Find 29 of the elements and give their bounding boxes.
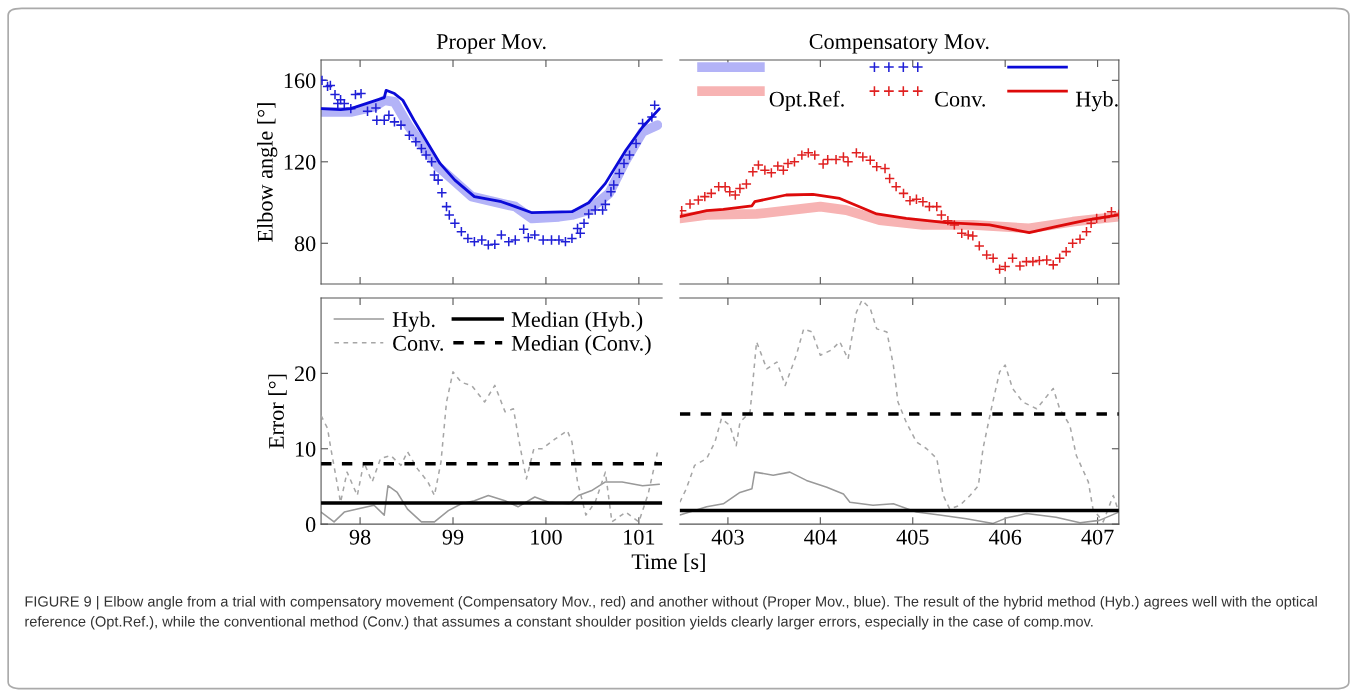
chart-title: Compensatory Mov. bbox=[809, 34, 989, 54]
legend-label: Conv. bbox=[935, 91, 985, 107]
caption: FIGURE 9 | Elbow angle from a trial with compensatory movement (Compensatory Mov., red) and another without (Proper Mov., blue). The result of the hybrid method (Hyb.) agrees well with the optical reference (Opt.Ref.), while the conventional method (Conv.) that assumes a constant shoulder position yields clearly larger errors, especially in the case of comp.mov. bbox=[25, 595, 1317, 630]
x-tick-label: 407 bbox=[1081, 529, 1114, 545]
y-tick-label: 120 bbox=[284, 154, 316, 170]
x-tick-label: 98 bbox=[349, 529, 371, 545]
y-tick-label: 0 bbox=[305, 517, 316, 533]
legend-label: Opt.Ref. bbox=[769, 90, 844, 112]
x-tick-label: 406 bbox=[988, 529, 1022, 545]
legend-label: Hyb. bbox=[1075, 90, 1118, 112]
y-axis-title: Error [°] bbox=[268, 374, 287, 449]
legend-label: Hyb. bbox=[392, 311, 435, 332]
line-series bbox=[321, 371, 659, 523]
y-tick-label: 10 bbox=[295, 441, 316, 457]
y-tick-label: 160 bbox=[284, 73, 316, 89]
x-tick-label: 403 bbox=[711, 529, 744, 545]
y-tick-label: 80 bbox=[294, 236, 316, 252]
y-axis-title: Elbow angle [°] bbox=[257, 103, 278, 242]
x-tick-label: 99 bbox=[442, 529, 464, 545]
x-tick-label: 404 bbox=[804, 529, 837, 545]
legend-label: Conv. bbox=[393, 335, 443, 351]
x-tick-label: 405 bbox=[896, 529, 929, 545]
chart-title: Proper Mov. bbox=[436, 34, 546, 54]
x-tick-label: 101 bbox=[624, 529, 655, 545]
x-tick-label: 100 bbox=[531, 529, 562, 545]
legend-label: Median (Hyb.) bbox=[511, 311, 643, 332]
x-axis-title: Time [s] bbox=[631, 553, 705, 572]
legend-label: Median (Conv.) bbox=[511, 335, 651, 356]
y-tick-label: 20 bbox=[294, 366, 316, 382]
